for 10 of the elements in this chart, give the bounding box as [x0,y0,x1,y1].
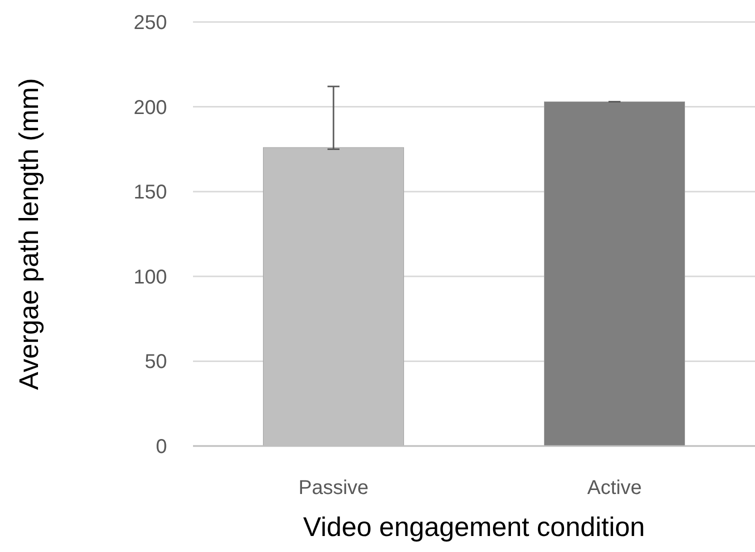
y-axis-title: Avergae path length (mm) [14,78,44,390]
y-tick-label: 100 [134,266,167,288]
y-tick-label: 200 [134,96,167,119]
y-tick-label: 0 [156,436,167,458]
y-tick-label: 250 [134,12,167,34]
x-tick-label: Active [587,477,642,499]
y-tick-label: 150 [134,182,167,204]
x-tick-label: Passive [298,477,369,499]
y-tick-label: 50 [144,351,167,374]
x-axis-title: Video engagement condition [303,512,645,542]
